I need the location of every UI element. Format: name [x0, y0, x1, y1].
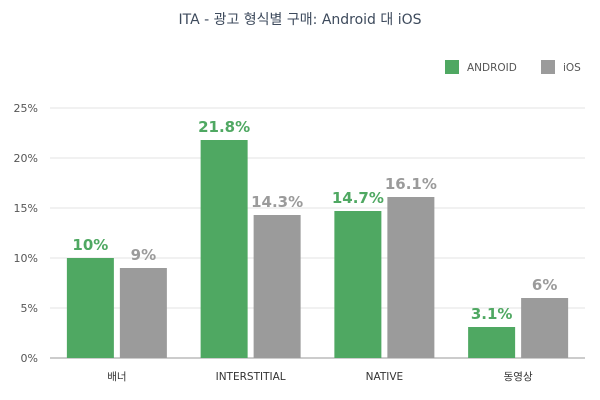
data-label: 6%: [532, 276, 557, 294]
legend-swatch: [445, 60, 459, 74]
y-tick-label: 10%: [14, 252, 38, 265]
category-label: NATIVE: [366, 371, 404, 383]
data-label: 10%: [72, 236, 108, 254]
y-tick-label: 0%: [21, 352, 38, 365]
y-tick-label: 15%: [14, 202, 38, 215]
data-label: 3.1%: [471, 305, 513, 323]
bar-android: [200, 140, 248, 358]
category-label: 배너: [107, 371, 126, 383]
legend-label: iOS: [563, 62, 581, 74]
y-tick-label: 5%: [21, 302, 38, 315]
y-tick-label: 20%: [14, 152, 38, 165]
data-labels: 10% 9% 21.8% 14.3% 14.7%16.1% 3.1% 6%: [72, 118, 557, 323]
chart-title: ITA - 광고 형식별 구매: Android 대 iOS: [178, 12, 421, 28]
y-tick-label: 25%: [14, 102, 38, 115]
data-label: 16.1%: [385, 175, 437, 193]
bars: [66, 140, 569, 358]
y-axis-ticks: 0% 5% 10% 15% 20% 25%: [14, 102, 38, 365]
data-label: 21.8%: [198, 118, 250, 136]
legend-item: iOS: [541, 60, 581, 74]
legend: ANDROID iOS: [445, 60, 581, 74]
bar-android: [468, 327, 516, 358]
legend-label: ANDROID: [467, 62, 517, 74]
bar-android: [334, 211, 382, 358]
data-label: 14.7%: [332, 189, 384, 207]
bar-ios: [253, 215, 301, 358]
bar-ios: [521, 298, 569, 358]
bar-ios: [119, 268, 167, 358]
bar-android: [66, 258, 114, 358]
data-label: 9%: [131, 246, 156, 264]
category-label: 동영상: [504, 371, 533, 383]
legend-swatch: [541, 60, 555, 74]
x-axis-categories: 배너 INTERSTITIAL NATIVE 동영상: [107, 371, 533, 383]
legend-item: ANDROID: [445, 60, 517, 74]
bar-ios: [387, 197, 435, 358]
category-label: INTERSTITIAL: [216, 371, 286, 383]
data-label: 14.3%: [251, 193, 303, 211]
